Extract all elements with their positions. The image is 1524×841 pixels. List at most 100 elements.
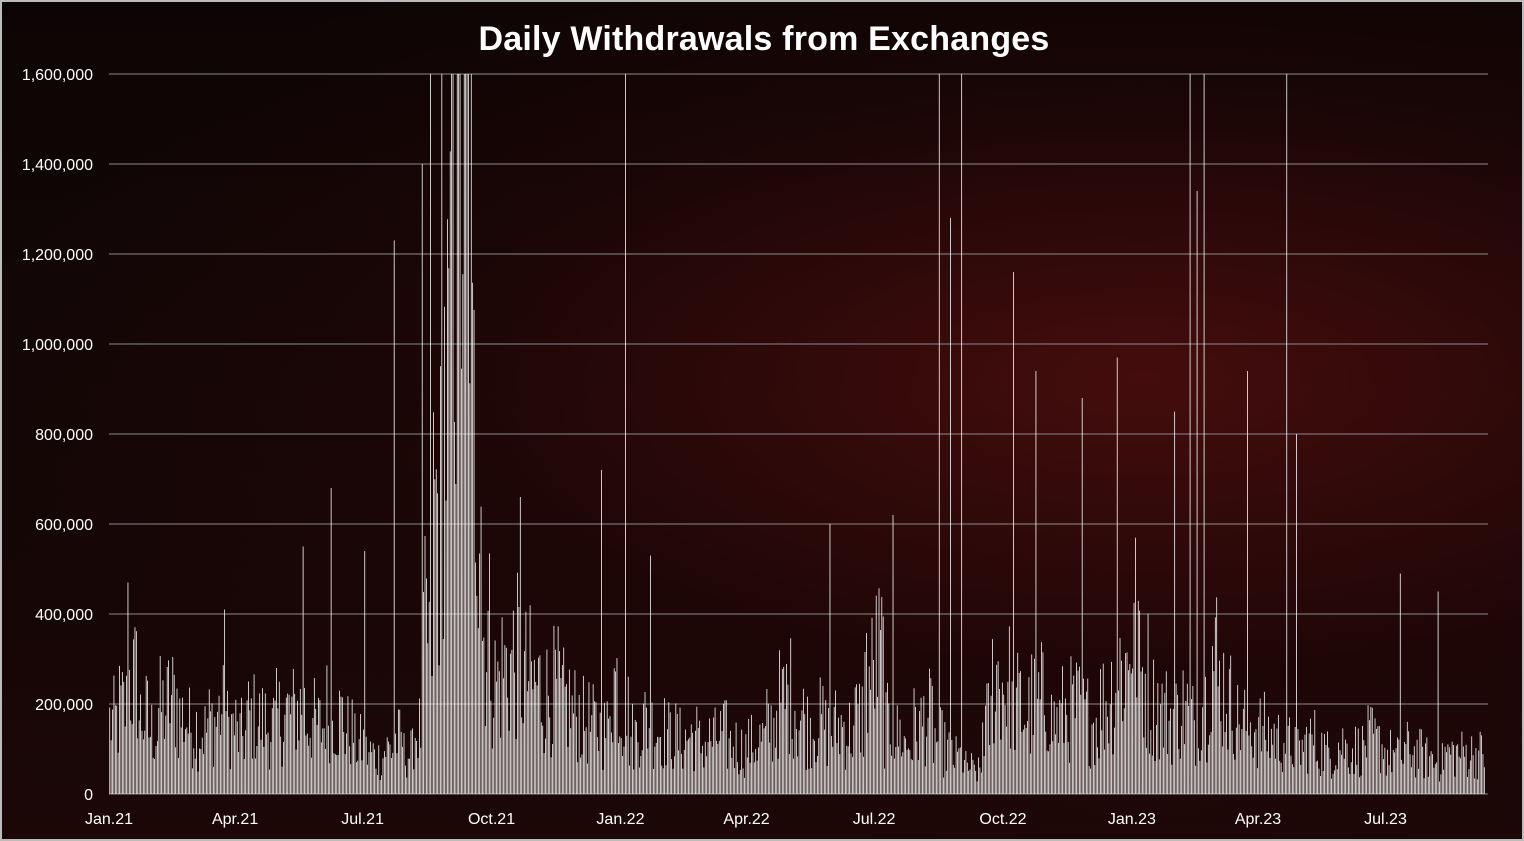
bar — [625, 74, 626, 794]
bar — [1043, 715, 1045, 794]
bar — [966, 762, 968, 794]
bar — [312, 717, 314, 794]
bar — [891, 755, 892, 794]
bar — [1087, 678, 1089, 794]
bar — [236, 721, 238, 794]
bar — [766, 688, 768, 794]
bar — [1112, 754, 1114, 794]
bar — [819, 677, 821, 794]
bar — [938, 74, 940, 794]
bar — [598, 751, 600, 794]
bar — [1454, 776, 1456, 794]
bar — [658, 737, 660, 794]
bar — [1102, 663, 1104, 794]
bar — [941, 710, 943, 794]
bar — [930, 678, 932, 794]
bar — [589, 731, 591, 794]
bar — [961, 74, 963, 794]
bar — [510, 653, 511, 794]
bar — [1411, 767, 1412, 794]
bar — [798, 730, 800, 794]
bar — [570, 728, 572, 794]
bar — [173, 674, 175, 794]
bar — [549, 717, 551, 794]
bar — [682, 768, 684, 794]
bar — [1200, 750, 1202, 794]
bar — [843, 721, 845, 794]
bar — [414, 737, 416, 794]
bar — [1318, 768, 1320, 794]
bar — [109, 707, 111, 794]
bar — [1359, 777, 1361, 794]
bar — [267, 732, 269, 794]
bar — [399, 709, 401, 794]
bar — [278, 681, 280, 794]
bar — [695, 730, 696, 794]
bar — [978, 757, 979, 794]
bar — [393, 240, 395, 794]
bar — [1049, 744, 1051, 794]
bar — [1338, 742, 1339, 794]
bar — [1188, 705, 1190, 794]
bar — [685, 729, 687, 794]
bar — [699, 720, 701, 794]
bar — [950, 218, 951, 794]
bar — [405, 765, 406, 794]
bar — [1481, 735, 1482, 794]
bar — [1241, 729, 1243, 794]
bar — [665, 765, 667, 794]
bar — [1458, 756, 1460, 794]
bar — [1219, 660, 1220, 794]
bar — [1220, 721, 1222, 794]
bar — [127, 582, 129, 794]
bar — [1179, 758, 1181, 794]
bar — [1457, 744, 1459, 794]
bar — [222, 665, 224, 794]
bar — [906, 749, 908, 794]
bar — [908, 748, 909, 794]
bar — [829, 524, 831, 794]
bar — [1298, 740, 1300, 794]
bar — [1140, 671, 1142, 794]
bar — [1248, 735, 1250, 794]
bar — [1128, 670, 1129, 794]
bar — [595, 702, 597, 794]
bar — [350, 764, 352, 794]
bar — [713, 717, 715, 794]
bar — [1022, 729, 1024, 794]
bar — [341, 697, 343, 794]
bar — [1331, 778, 1332, 794]
bar — [1322, 771, 1324, 794]
bar — [452, 74, 454, 794]
bar — [389, 744, 391, 794]
bar — [738, 774, 740, 794]
bar — [128, 669, 130, 794]
bar — [594, 701, 595, 794]
bar — [225, 710, 227, 794]
bar — [164, 739, 165, 794]
bar — [180, 727, 182, 794]
bar — [899, 719, 901, 794]
bar — [441, 74, 443, 794]
bar — [256, 746, 258, 794]
bar — [242, 736, 244, 794]
bar — [1408, 731, 1410, 794]
bar — [1100, 669, 1101, 794]
bar — [852, 757, 853, 794]
bar — [185, 729, 186, 794]
bar — [274, 700, 276, 794]
bar — [1356, 764, 1358, 794]
bar — [1133, 602, 1135, 794]
bar — [662, 768, 664, 794]
bar — [1153, 659, 1155, 794]
bar — [302, 546, 304, 794]
bar — [445, 500, 447, 794]
bar — [609, 716, 611, 794]
bar — [755, 749, 757, 794]
x-tick-label: Oct.21 — [468, 811, 515, 828]
bar — [208, 689, 210, 794]
bar — [220, 734, 221, 794]
bar — [1130, 673, 1132, 794]
bar — [221, 714, 223, 794]
bar — [1217, 686, 1219, 794]
